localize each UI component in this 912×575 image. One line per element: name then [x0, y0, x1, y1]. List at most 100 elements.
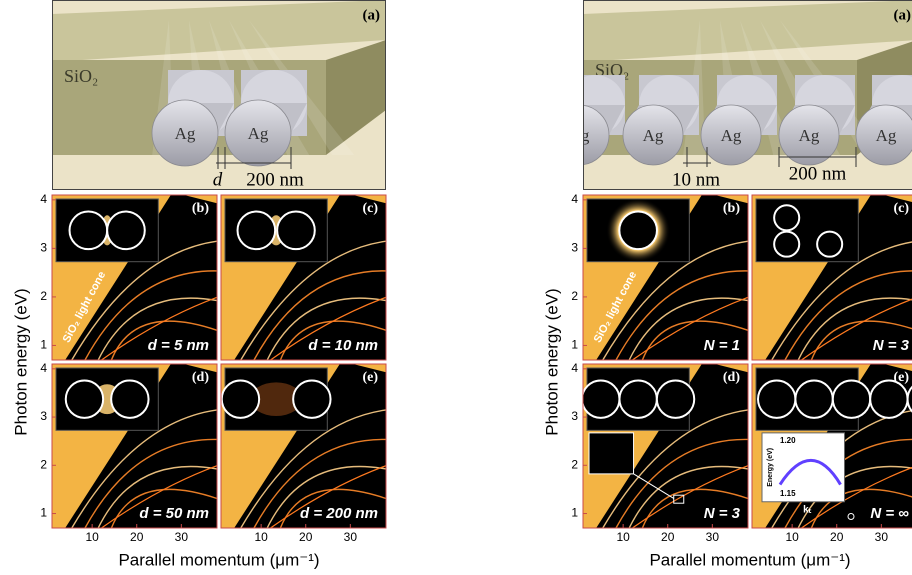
x-axis-label: Parallel momentum (μm⁻¹)	[118, 550, 319, 569]
panel-caption: N = ∞	[870, 505, 909, 522]
rod-label: Ag	[799, 126, 820, 145]
inset-particle	[758, 380, 795, 417]
x-tick-label: 20	[130, 530, 144, 544]
y-tick-label: 4	[40, 361, 47, 375]
panel-label: (b)	[192, 201, 209, 216]
dispersion-panel: (e) N = ∞ 1.20 1.15 Energy (eV) kₜ	[752, 364, 912, 528]
inset-tick: 1.20	[780, 436, 796, 445]
panel-label: (a)	[894, 7, 912, 23]
rod-label: Ag	[643, 126, 664, 145]
y-tick-label: 1	[40, 506, 47, 520]
y-tick-label: 1	[571, 338, 578, 352]
inset-particle	[774, 205, 799, 230]
panel-caption: d = 10 nm	[308, 337, 378, 354]
inset-particle	[833, 380, 870, 417]
y-tick-label: 3	[571, 241, 578, 255]
x-axis-label: Parallel momentum (μm⁻¹)	[649, 550, 850, 569]
zoom-inset	[589, 433, 634, 474]
schematic: SiO₂ (a) Ag Ag d 200 nm	[52, 0, 386, 190]
panel-label: (e)	[362, 370, 378, 385]
x-tick-label: 20	[830, 530, 844, 544]
inset-particle	[619, 212, 657, 250]
dispersion-panel: (b)N = 1SiO₂ light cone	[583, 195, 748, 360]
y-tick-label: 3	[40, 241, 47, 255]
x-tick-label: 20	[299, 530, 313, 544]
inset-plot	[762, 433, 845, 502]
panel-caption: N = 3	[704, 505, 741, 522]
inset-particle	[582, 380, 619, 417]
inset-particle	[619, 380, 656, 417]
inset-particle	[70, 212, 108, 250]
rod-label: Ag	[569, 126, 590, 145]
inset-particle	[277, 212, 315, 250]
y-tick-label: 4	[40, 192, 47, 206]
x-tick-label: 30	[344, 530, 358, 544]
y-tick-label: 3	[40, 409, 47, 423]
y-tick-label: 2	[40, 289, 47, 303]
y-tick-label: 4	[571, 192, 578, 206]
inset-particle	[795, 380, 832, 417]
medium-label: SiO₂	[64, 66, 98, 86]
inset-particle	[111, 380, 148, 417]
panel-label: (d)	[723, 370, 740, 385]
inset-particle	[107, 212, 145, 250]
rod-label: Ag	[721, 126, 742, 145]
panel-label: (c)	[893, 201, 909, 216]
x-tick-label: 30	[875, 530, 889, 544]
figure: SiO₂(a)AgAgd200 nm(b)d = 5 nmSiO₂ light …	[0, 0, 912, 575]
y-tick-label: 2	[571, 457, 578, 471]
y-tick-label: 4	[571, 361, 578, 375]
panel-label: (c)	[362, 201, 378, 216]
panel-caption: d = 5 nm	[148, 337, 209, 354]
y-axis-label: Photon energy (eV)	[11, 288, 30, 435]
inset-box	[756, 199, 858, 262]
rod-label: Ag	[876, 126, 897, 145]
dispersion-panel: (d) N = 3	[582, 364, 748, 528]
y-tick-label: 2	[571, 289, 578, 303]
x-tick-label: 30	[706, 530, 720, 544]
inset-particle	[222, 380, 259, 417]
panel-caption: d = 200 nm	[300, 505, 378, 522]
x-tick-label: 20	[661, 530, 675, 544]
gap-label: 10 nm	[672, 169, 720, 190]
y-tick-label: 2	[40, 457, 47, 471]
inset-particle	[870, 380, 907, 417]
inset-particle	[66, 380, 103, 417]
inset-particle	[657, 380, 694, 417]
x-tick-label: 10	[254, 530, 268, 544]
inset-particle	[817, 232, 842, 257]
rod-label: Ag	[248, 124, 269, 143]
period-label: 200 nm	[789, 163, 847, 184]
x-tick-label: 30	[175, 530, 189, 544]
dispersion-panel: (c) N = 3	[752, 195, 912, 360]
inset-particle	[293, 380, 330, 417]
panel-label: (d)	[192, 370, 209, 385]
x-tick-label: 10	[85, 530, 99, 544]
panel-label: (e)	[893, 370, 909, 385]
inset-xlabel: kₜ	[803, 504, 812, 515]
period-label: 200 nm	[246, 169, 304, 190]
inset-particle	[774, 232, 799, 257]
rod-label: Ag	[175, 124, 196, 143]
x-tick-label: 10	[785, 530, 799, 544]
panel-caption: N = 1	[704, 337, 740, 354]
y-tick-label: 1	[571, 506, 578, 520]
panel-caption: d = 50 nm	[139, 505, 209, 522]
panel-label: (b)	[723, 201, 740, 216]
panel-caption: N = 3	[873, 337, 910, 354]
gap-label: d	[213, 169, 223, 190]
dispersion-panel: (c) d = 10 nm	[221, 195, 386, 360]
panel-label: (a)	[363, 7, 381, 23]
inset-ylabel: Energy (eV)	[767, 448, 774, 487]
y-tick-label: 3	[571, 409, 578, 423]
inset-tick: 1.15	[780, 489, 796, 498]
y-axis-label: Photon energy (eV)	[542, 288, 561, 435]
x-tick-label: 10	[616, 530, 630, 544]
rod-end	[549, 105, 609, 165]
dispersion-panel: (e) d = 200 nm	[221, 364, 386, 528]
dispersion-panel: (d) d = 50 nm	[52, 364, 217, 528]
inset-particle	[238, 212, 276, 250]
y-tick-label: 1	[40, 338, 47, 352]
